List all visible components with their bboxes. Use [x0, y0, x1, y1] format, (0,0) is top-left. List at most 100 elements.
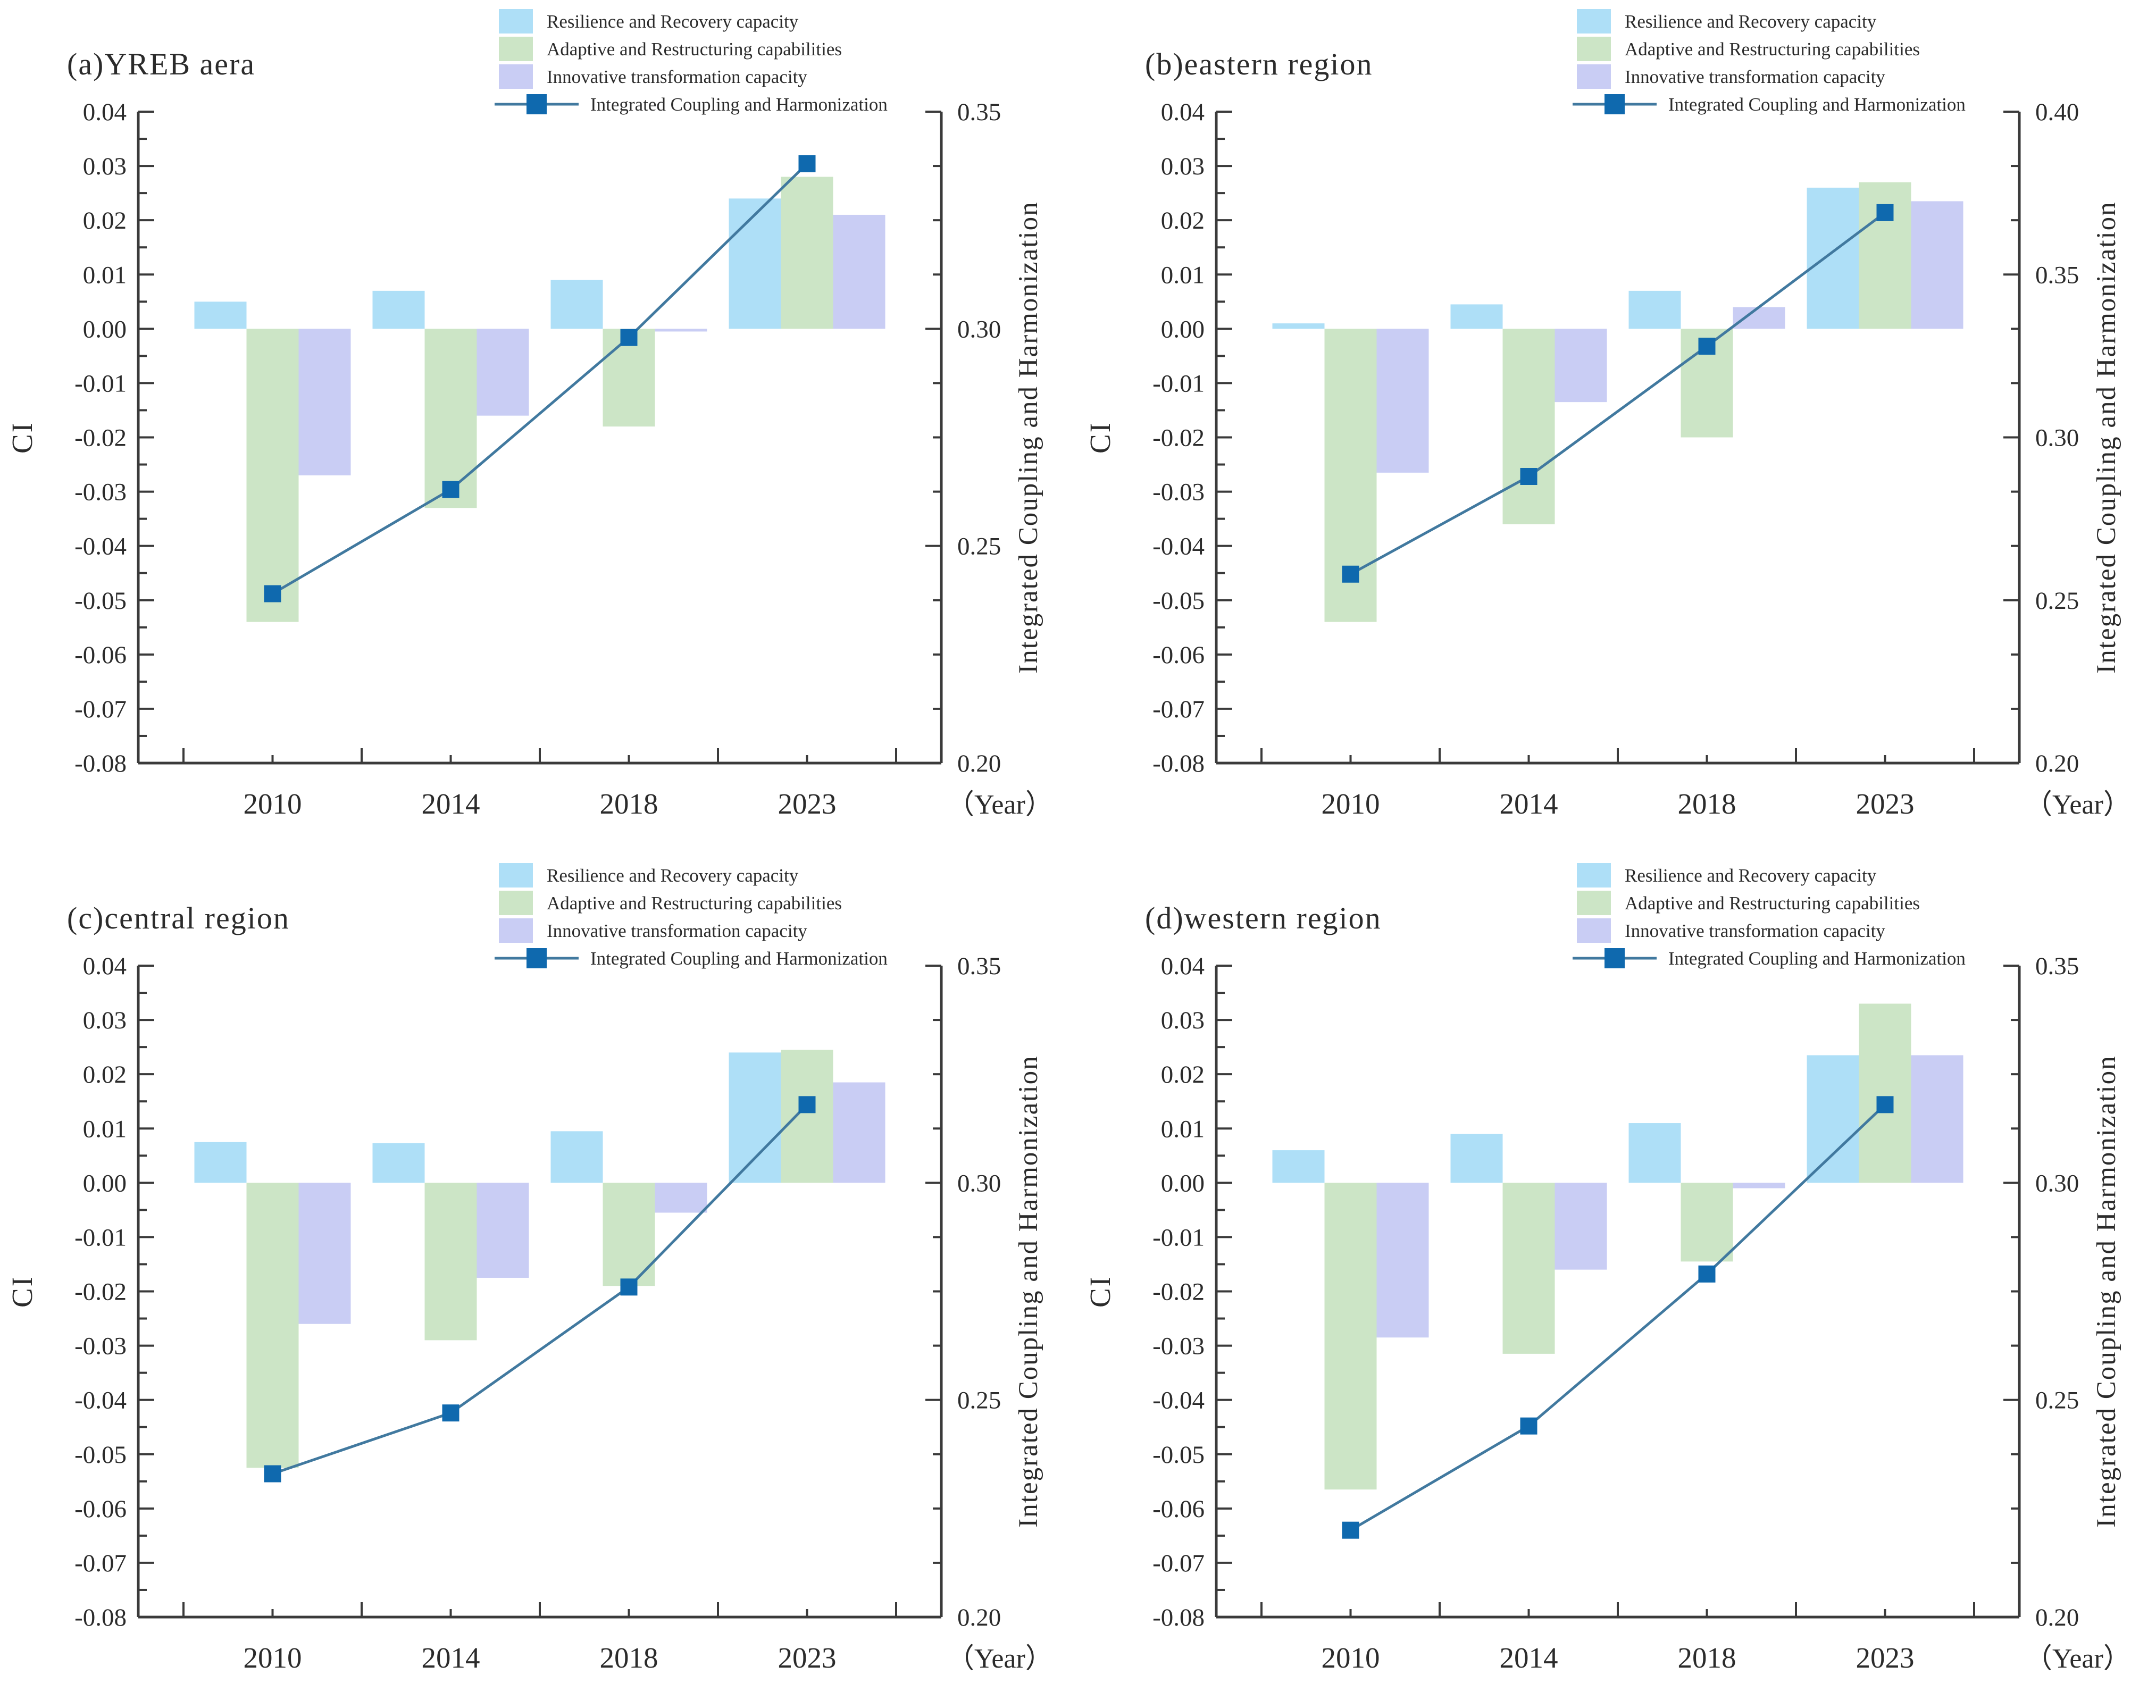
legend-swatch-innovative: [1577, 64, 1611, 89]
y-right-tick-label: 0.25: [2035, 1387, 2079, 1414]
bar-innovative-2014: [1555, 329, 1607, 403]
y-right-tick-label: 0.25: [957, 1387, 1001, 1414]
panel-b: 0.04 0.03 0.02 0.01 0.00 -0.01 -0.02 -0.03 -0.04…: [1078, 0, 2156, 854]
legend-item-label: Integrated Coupling and Harmonization: [590, 94, 888, 115]
marker-2014: [1520, 1417, 1537, 1435]
bar-resilience-2023: [729, 1052, 781, 1183]
y-left-tick-label: -0.01: [74, 1224, 127, 1251]
marker-2023: [798, 155, 816, 172]
y-right-tick-label: 0.35: [2035, 261, 2079, 289]
bar-adaptive-2010: [1324, 1183, 1377, 1490]
marker-2014: [442, 481, 459, 498]
bar-innovative-2014: [1555, 1183, 1607, 1270]
y-left-tick-label: -0.05: [74, 1441, 127, 1469]
bar-innovative-2018: [655, 1183, 707, 1213]
y-left-tick-label: -0.04: [74, 533, 127, 560]
marker-2014: [1520, 468, 1537, 485]
y-left-tick-label: -0.02: [74, 424, 127, 452]
y-left-tick-label: 0.01: [1161, 261, 1205, 289]
marker-2010: [1342, 1521, 1359, 1539]
y-left-tick-label: 0.03: [83, 153, 127, 180]
legend-item-label: Resilience and Recovery capacity: [1625, 865, 1877, 886]
panel-d: 0.04 0.03 0.02 0.01 0.00 -0.01 -0.02 -0.03 -0.04…: [1078, 854, 2156, 1708]
y-left-tick-label: 0.04: [1161, 952, 1205, 980]
x-tick-label: 2010: [1322, 1642, 1380, 1674]
legend-item-label: Resilience and Recovery capacity: [547, 11, 799, 32]
y-left-tick-label: 0.00: [83, 315, 127, 343]
y-left-tick-label: -0.03: [1152, 479, 1205, 506]
y-right-tick-label: 0.35: [2035, 952, 2079, 980]
x-tick-label: 2014: [422, 1642, 480, 1674]
y-left-tick-label: -0.03: [74, 479, 127, 506]
bar-resilience-2023: [729, 198, 781, 329]
y-left-tick-label: -0.04: [74, 1387, 127, 1414]
y-left-tick-label: -0.03: [74, 1333, 127, 1360]
y-right-tick-label: 0.25: [957, 533, 1001, 560]
chart-eastern-region: 0.04 0.03 0.02 0.01 0.00 -0.01 -0.02 -0.03 -0.04…: [1084, 9, 2131, 820]
y-left-tick-label: -0.04: [1152, 1387, 1205, 1414]
y-right-tick-label: 0.20: [2035, 1604, 2079, 1631]
bar-innovative-2018: [1733, 307, 1785, 329]
x-tick-label: 2018: [1678, 788, 1736, 820]
y-left-tick-label: -0.05: [1152, 1441, 1205, 1469]
legend-item-label: Adaptive and Restructuring capabilities: [1625, 39, 1920, 60]
y-right-tick-label: 0.30: [2035, 424, 2079, 452]
bar-innovative-2010: [1376, 329, 1429, 473]
bar-innovative-2023: [833, 214, 885, 329]
bar-resilience-2018: [1628, 290, 1681, 329]
bar-resilience-2010: [1272, 323, 1325, 329]
legend-swatch-innovative: [499, 64, 533, 89]
line-integrated-coupling: [1350, 1103, 1886, 1531]
x-tick-label: 2018: [600, 788, 658, 820]
legend-swatch-innovative: [1577, 918, 1611, 943]
chart-western-region: 0.04 0.03 0.02 0.01 0.00 -0.01 -0.02 -0.03 -0.04…: [1084, 863, 2131, 1674]
bar-resilience-2010: [194, 302, 247, 329]
legend-item-label: Adaptive and Restructuring capabilities: [547, 39, 842, 60]
x-tick-label: 2023: [778, 788, 837, 820]
y-right-tick-label: 0.20: [2035, 750, 2079, 777]
bar-adaptive-2010: [246, 1183, 299, 1468]
marker-2023: [1876, 204, 1894, 221]
panel-c: 0.04 0.03 0.02 0.01 0.00 -0.01 -0.02 -0.03 -0.04…: [0, 854, 1078, 1708]
x-tick-label: 2018: [1678, 1642, 1736, 1674]
marker-2023: [1876, 1096, 1894, 1113]
legend-swatch-resilience: [499, 863, 533, 888]
x-tick-label: 2010: [1322, 788, 1380, 820]
bar-adaptive-2010: [246, 329, 299, 622]
chart-central-region: 0.04 0.03 0.02 0.01 0.00 -0.01 -0.02 -0.03 -0.04…: [6, 863, 1053, 1674]
bar-resilience-2018: [550, 280, 603, 329]
y-left-tick-label: 0.01: [1161, 1115, 1205, 1143]
y-left-tick-label: -0.04: [1152, 533, 1205, 560]
legend-line-marker: [527, 948, 547, 968]
y-left-tick-label: -0.08: [1152, 1604, 1205, 1631]
x-axis-unit-label: （Year）: [2025, 1644, 2131, 1674]
y-left-tick-label: 0.03: [1161, 153, 1205, 180]
y-left-tick-label: -0.02: [74, 1278, 127, 1306]
marker-2018: [1698, 1265, 1716, 1283]
left-axis-title: CI: [6, 421, 38, 454]
right-axis-title: Integrated Coupling and Harmonization: [2092, 1055, 2121, 1527]
bar-innovative-2010: [298, 329, 351, 475]
panel-title: (a)YREB aera: [67, 47, 255, 81]
legend-line-marker: [527, 94, 547, 114]
left-axis-title: CI: [6, 1275, 38, 1308]
marker-2023: [798, 1096, 816, 1113]
legend-item-label: Resilience and Recovery capacity: [1625, 11, 1877, 32]
marker-2010: [1342, 565, 1359, 583]
bar-resilience-2014: [1450, 304, 1503, 329]
legend-item-label: Adaptive and Restructuring capabilities: [547, 893, 842, 914]
line-integrated-coupling: [1350, 211, 1886, 575]
legend-swatch-innovative: [499, 918, 533, 943]
bar-resilience-2010: [194, 1142, 247, 1183]
right-axis-title: Integrated Coupling and Harmonization: [2092, 201, 2121, 673]
y-right-tick-label: 0.35: [957, 952, 1001, 980]
marker-2018: [620, 1278, 638, 1296]
x-axis-unit-label: （Year）: [2025, 790, 2131, 820]
legend-swatch-resilience: [1577, 9, 1611, 34]
y-right-tick-label: 0.30: [2035, 1169, 2079, 1197]
y-left-tick-label: 0.03: [1161, 1007, 1205, 1034]
legend-item-label: Innovative transformation capacity: [1625, 66, 1885, 87]
marker-2014: [442, 1404, 459, 1422]
marker-2018: [1698, 338, 1716, 355]
